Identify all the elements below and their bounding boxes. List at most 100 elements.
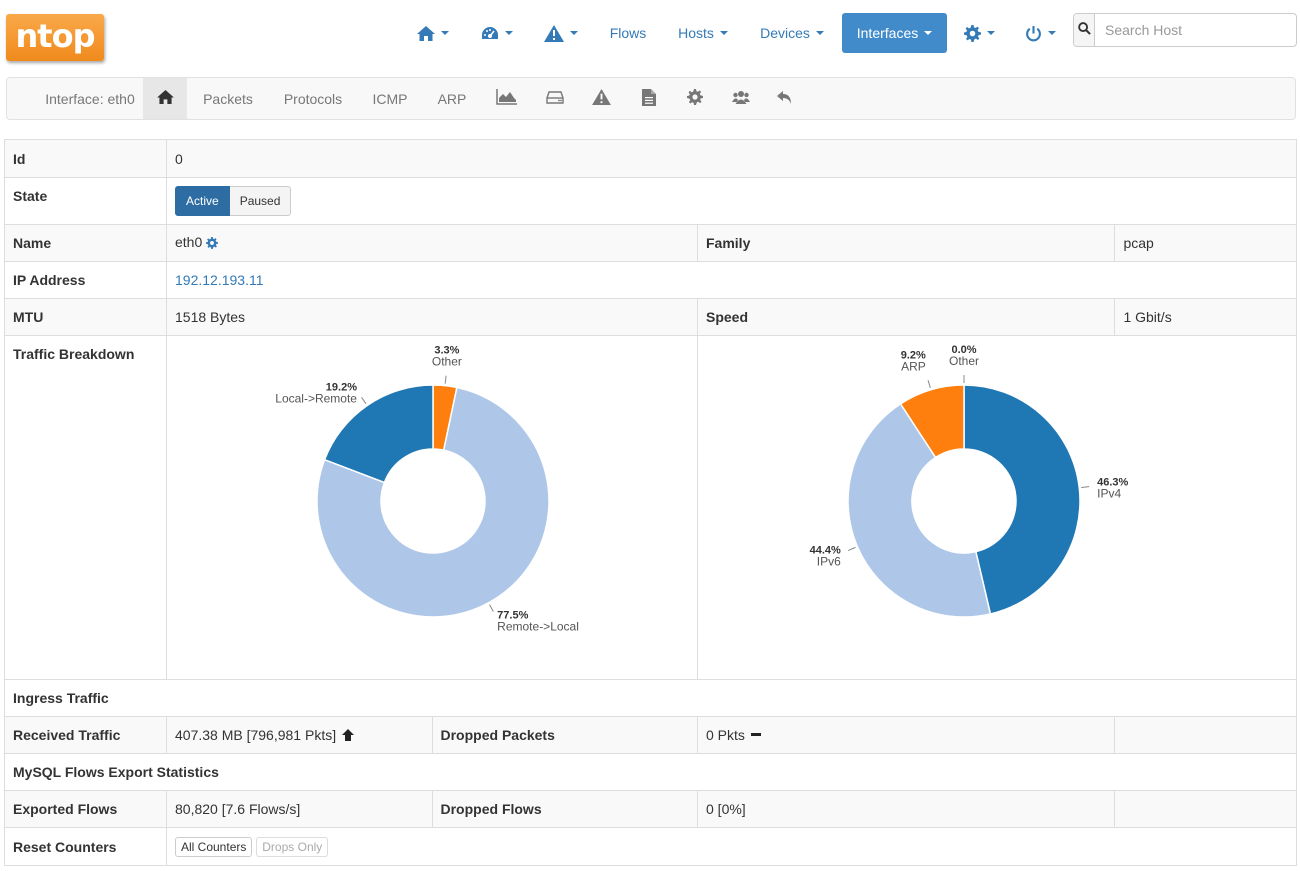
interface-brand[interactable]: Interface: eth0	[45, 90, 135, 107]
protocol-family-leader-arp	[927, 380, 931, 389]
chevron-down-icon	[1047, 31, 1056, 35]
tab-home[interactable]	[143, 78, 187, 119]
chevron-down-icon	[505, 31, 513, 35]
nav-dashboard[interactable]	[472, 13, 522, 53]
paused-button[interactable]: Paused	[229, 186, 292, 216]
state-label: State	[4, 177, 167, 225]
nav-home[interactable]	[410, 13, 456, 53]
exported-flows-label: Exported Flows	[4, 790, 167, 828]
reply-icon	[777, 90, 793, 107]
search-input[interactable]	[1095, 14, 1296, 46]
table-row: MySQL Flows Export Statistics	[4, 753, 1297, 791]
received-traffic-value: 407.38 MB [796,981 Pkts]	[166, 716, 433, 754]
protocol-family-slice-ipv6[interactable]	[847, 402, 992, 618]
tab-report[interactable]	[629, 78, 669, 119]
ip-value: 192.12.193.11	[166, 261, 1297, 299]
chevron-down-icon	[815, 31, 824, 35]
speed-label: Speed	[696, 298, 1116, 336]
nav-power[interactable]	[1016, 13, 1064, 53]
gear-icon	[963, 24, 981, 42]
traffic-direction-slice-remote-local[interactable]	[316, 386, 550, 618]
ip-label: IP Address	[4, 261, 167, 299]
nav-flows-label: Flows	[609, 25, 647, 41]
top-navbar: ntop Flows Hosts Devices Interfaces	[0, 0, 1300, 68]
chevron-down-icon	[924, 31, 933, 35]
chevron-down-icon	[986, 31, 995, 35]
gear-icon	[687, 89, 703, 108]
minus-icon	[750, 733, 761, 736]
interface-details-table: Id 0 State Active Paused Name eth0 Famil…	[4, 139, 1297, 866]
traffic-breakdown-label: Traffic Breakdown	[4, 335, 167, 680]
tab-settings[interactable]	[675, 78, 715, 119]
protocol-family-chart-cell: 46.3% IPv4 44.4% IPv6 9.2% ARP 0.0% Other	[697, 335, 1297, 680]
search-icon	[1077, 22, 1091, 38]
tab-protocols[interactable]: Protocols	[283, 90, 343, 107]
protocol-family-value-label-ipv6: 44.4%	[810, 545, 841, 557]
tab-icmp[interactable]: ICMP	[372, 90, 408, 107]
family-value: pcap	[1114, 224, 1297, 262]
dropped-flows-label: Dropped Flows	[431, 790, 698, 828]
active-button[interactable]: Active	[175, 186, 230, 216]
nav-hosts-label: Hosts	[678, 25, 714, 41]
arrow-up-icon	[342, 728, 354, 744]
tab-pools[interactable]	[721, 78, 761, 119]
ntop-logo[interactable]: ntop	[6, 14, 104, 61]
protocol-family-slice-arp[interactable]	[899, 384, 965, 459]
table-row: IP Address 192.12.193.11	[4, 261, 1297, 299]
protocol-family-value-label-other: 0.0%	[951, 344, 976, 356]
traffic-direction-slice-local-remote[interactable]	[323, 384, 434, 484]
chevron-down-icon	[441, 31, 449, 35]
reset-drops-only-button[interactable]: Drops Only	[256, 836, 329, 857]
nav-alerts[interactable]	[536, 13, 586, 53]
reset-counters-label: Reset Counters	[4, 827, 167, 866]
tab-back[interactable]	[765, 78, 805, 119]
dropped-packets-label: Dropped Packets	[431, 716, 698, 754]
id-label: Id	[4, 139, 167, 178]
search-box	[1073, 13, 1297, 47]
empty-cell	[1114, 716, 1297, 754]
warning-icon	[591, 89, 611, 108]
protocol-family-pie-chart: 46.3%IPv4 44.4%IPv6 9.2%ARP 0.0%Other	[810, 344, 1129, 618]
ip-link[interactable]: 192.12.193.11	[175, 272, 264, 288]
interface-subnav: Interface: eth0 Packets Protocols ICMP A…	[6, 77, 1296, 120]
family-label: Family	[696, 224, 1116, 262]
nav-flows[interactable]: Flows	[600, 13, 656, 53]
traffic-direction-leader-other	[444, 375, 447, 384]
tab-charts[interactable]	[487, 78, 527, 119]
state-toggle: Active Paused	[175, 186, 292, 216]
search-button[interactable]	[1074, 14, 1095, 46]
gear-icon[interactable]	[206, 236, 219, 252]
tab-arp[interactable]: ARP	[437, 90, 467, 107]
area-chart-icon	[496, 89, 518, 108]
tab-alerts[interactable]	[581, 78, 621, 119]
nav-hosts[interactable]: Hosts	[670, 13, 736, 53]
home-icon	[417, 25, 435, 41]
received-traffic-text: 407.38 MB [796,981 Pkts]	[175, 726, 337, 743]
speed-value: 1 Gbit/s	[1114, 298, 1297, 336]
traffic-direction-value-label-remote-local: 77.5%	[497, 610, 528, 622]
name-value: eth0	[166, 224, 698, 262]
protocol-family-name-label-other: Other	[949, 354, 979, 368]
traffic-direction-leader-remote-local	[489, 604, 494, 612]
tab-packets[interactable]: Packets	[203, 90, 253, 107]
table-row: Received Traffic 407.38 MB [796,981 Pkts…	[4, 716, 1297, 754]
name-label: Name	[4, 224, 167, 262]
traffic-direction-name-label-other: Other	[432, 355, 462, 369]
exported-flows-value: 80,820 [7.6 Flows/s]	[166, 790, 433, 828]
traffic-direction-chart-cell: 3.3% Other 77.5% Remote->Local 19.2% Local->R…	[166, 335, 698, 680]
tab-storage[interactable]	[535, 78, 575, 119]
table-row: MTU 1518 Bytes Speed 1 Gbit/s	[4, 298, 1297, 336]
protocol-family-name-label-ipv6: IPv6	[817, 555, 841, 569]
traffic-direction-value-label-local-remote: 19.2%	[326, 382, 357, 394]
nav-settings[interactable]	[956, 13, 1002, 53]
nav-interfaces[interactable]: Interfaces	[842, 13, 947, 53]
protocol-family-slice-ipv4[interactable]	[963, 384, 1081, 615]
mtu-value: 1518 Bytes	[166, 298, 698, 336]
reset-counters-value: All Counters Drops Only	[166, 827, 1297, 866]
reset-all-counters-button[interactable]: All Counters	[175, 836, 253, 857]
table-row: State Active Paused	[4, 177, 1297, 225]
protocol-family-value-label-ipv4: 46.3%	[1097, 477, 1128, 489]
table-row: Ingress Traffic	[4, 679, 1297, 717]
traffic-direction-pie-chart: 3.3%Other 77.5%Remote->Local 19.2%Local->R…	[275, 345, 579, 634]
nav-devices[interactable]: Devices	[752, 13, 832, 53]
